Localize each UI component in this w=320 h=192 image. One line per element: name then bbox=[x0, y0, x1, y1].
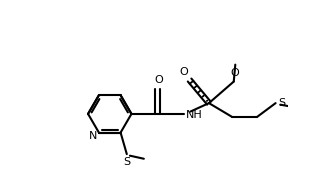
Text: N: N bbox=[89, 131, 97, 141]
Text: NH: NH bbox=[186, 110, 203, 120]
Text: O: O bbox=[154, 75, 163, 85]
Text: O: O bbox=[180, 67, 188, 77]
Text: O: O bbox=[230, 68, 239, 78]
Text: S: S bbox=[123, 157, 130, 167]
Text: S: S bbox=[279, 98, 286, 108]
